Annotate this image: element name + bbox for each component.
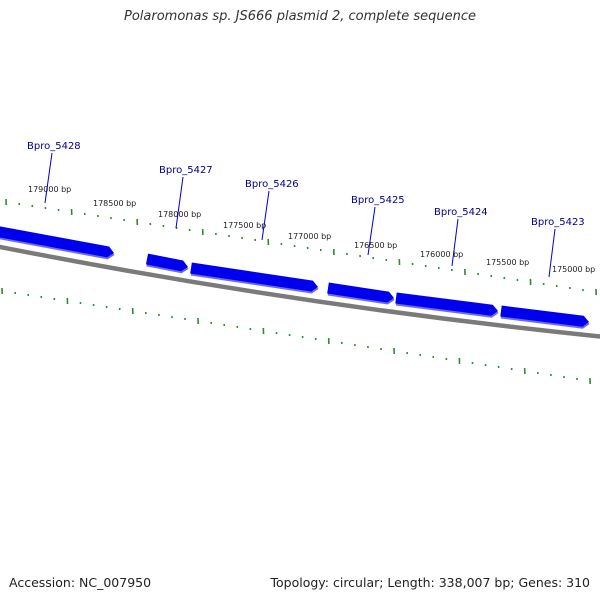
map-title: Polaromonas sp. JS666 plasmid 2, complet… bbox=[123, 9, 476, 24]
gene-leader-bpro-5423 bbox=[548, 228, 556, 278]
gene-arrow-bpro-5426[interactable] bbox=[190, 262, 318, 292]
gene-arrow-bpro-5424[interactable] bbox=[395, 292, 498, 316]
gene-leader-bpro-5424 bbox=[451, 218, 459, 267]
scale-tick-label: 175500 bp bbox=[486, 258, 529, 267]
scale-tick-label: 175000 bp bbox=[552, 265, 595, 274]
gene-leader-bpro-5428 bbox=[44, 152, 53, 204]
backbone-layer bbox=[0, 244, 600, 339]
gene-label-bpro-5425[interactable]: Bpro_5425 bbox=[351, 195, 405, 206]
gene-label-bpro-5428[interactable]: Bpro_5428 bbox=[27, 141, 81, 152]
gene-arrow-bpro-5428[interactable] bbox=[0, 226, 114, 258]
scale-tick-label: 177500 bp bbox=[223, 221, 266, 230]
gene-label-bpro-5426[interactable]: Bpro_5426 bbox=[245, 179, 299, 190]
scale-tick-label: 176000 bp bbox=[420, 250, 463, 259]
scale-tick-label: 178000 bp bbox=[158, 210, 201, 219]
scale-tick-label: 177000 bp bbox=[288, 232, 331, 241]
gene-label-bpro-5424[interactable]: Bpro_5424 bbox=[434, 207, 488, 218]
gene-leader-bpro-5426 bbox=[261, 190, 270, 241]
gene-arrow-bpro-5427[interactable] bbox=[145, 253, 188, 272]
scale-tick-label: 179000 bp bbox=[28, 185, 71, 194]
gene-label-bpro-5427[interactable]: Bpro_5427 bbox=[159, 165, 213, 176]
tick-labels-layer: 179000 bp 178500 bp 178000 bp 177500 bp 1770… bbox=[28, 185, 595, 274]
gene-labels-layer: Bpro_5428 Bpro_5427 Bpro_5426 Bpro_5425 Bpro… bbox=[27, 141, 585, 278]
gene-arrow-bpro-5425[interactable] bbox=[327, 282, 394, 303]
sequence-summary: Topology: circular; Length: 338,007 bp; … bbox=[270, 575, 591, 590]
gene-leader-bpro-5427 bbox=[175, 176, 184, 229]
plasmid-backbone bbox=[0, 244, 600, 339]
gene-label-bpro-5423[interactable]: Bpro_5423 bbox=[531, 217, 585, 228]
scale-tick-label: 176500 bp bbox=[354, 241, 397, 250]
gene-leader-bpro-5425 bbox=[367, 206, 376, 256]
gene-arrow-bpro-5423[interactable] bbox=[500, 305, 589, 327]
tick-rows bbox=[1, 198, 597, 385]
accession-label: Accession: NC_007950 bbox=[9, 575, 152, 590]
scale-tick-label: 178500 bp bbox=[93, 199, 136, 208]
genes-layer bbox=[0, 226, 590, 329]
